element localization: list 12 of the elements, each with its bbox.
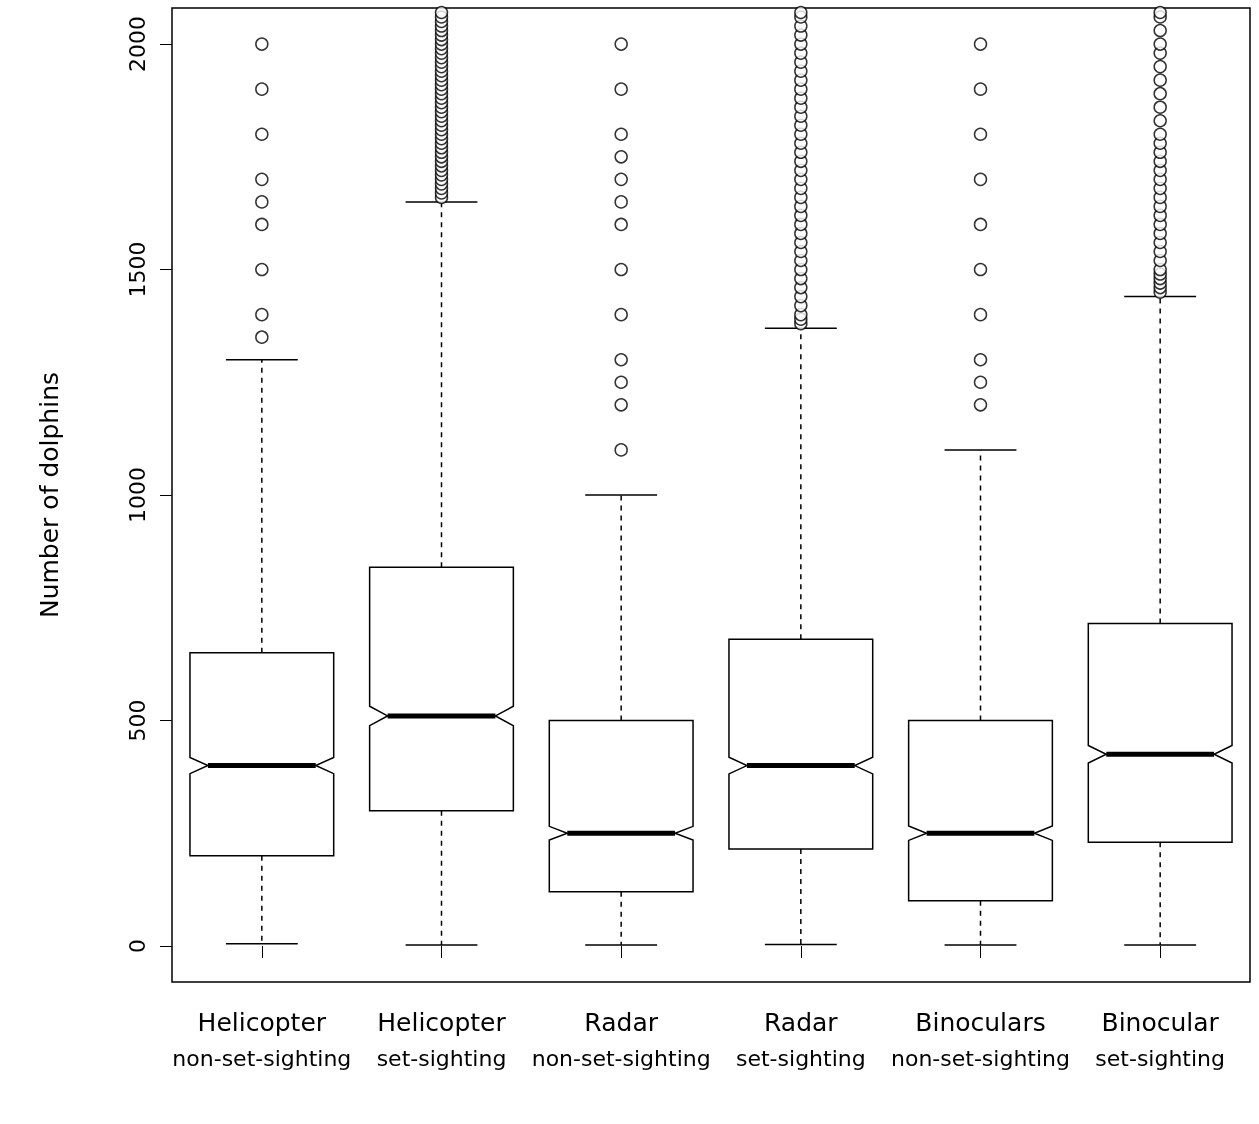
x-tick-label: Helicopter non-set-sighting: [172, 1007, 352, 1071]
x-tick-label: Helicopter set-sighting: [376, 1007, 507, 1071]
y-axis-title: Number of dolphins: [35, 371, 64, 619]
x-tick-label: Radar non-set-sighting: [531, 1007, 711, 1071]
x-tick-label: Binoculars non-set-sighting: [891, 1007, 1070, 1071]
y-tick-label: 500: [124, 699, 150, 742]
y-tick-label: 2000: [124, 16, 150, 73]
x-tick-label: Binocular set-sighting: [1095, 1007, 1226, 1071]
y-tick-label: 1500: [124, 241, 150, 298]
x-tick-label: Radar set-sighting: [735, 1007, 866, 1071]
y-tick-label: 1000: [124, 467, 150, 523]
y-tick-label: 0: [124, 938, 150, 953]
